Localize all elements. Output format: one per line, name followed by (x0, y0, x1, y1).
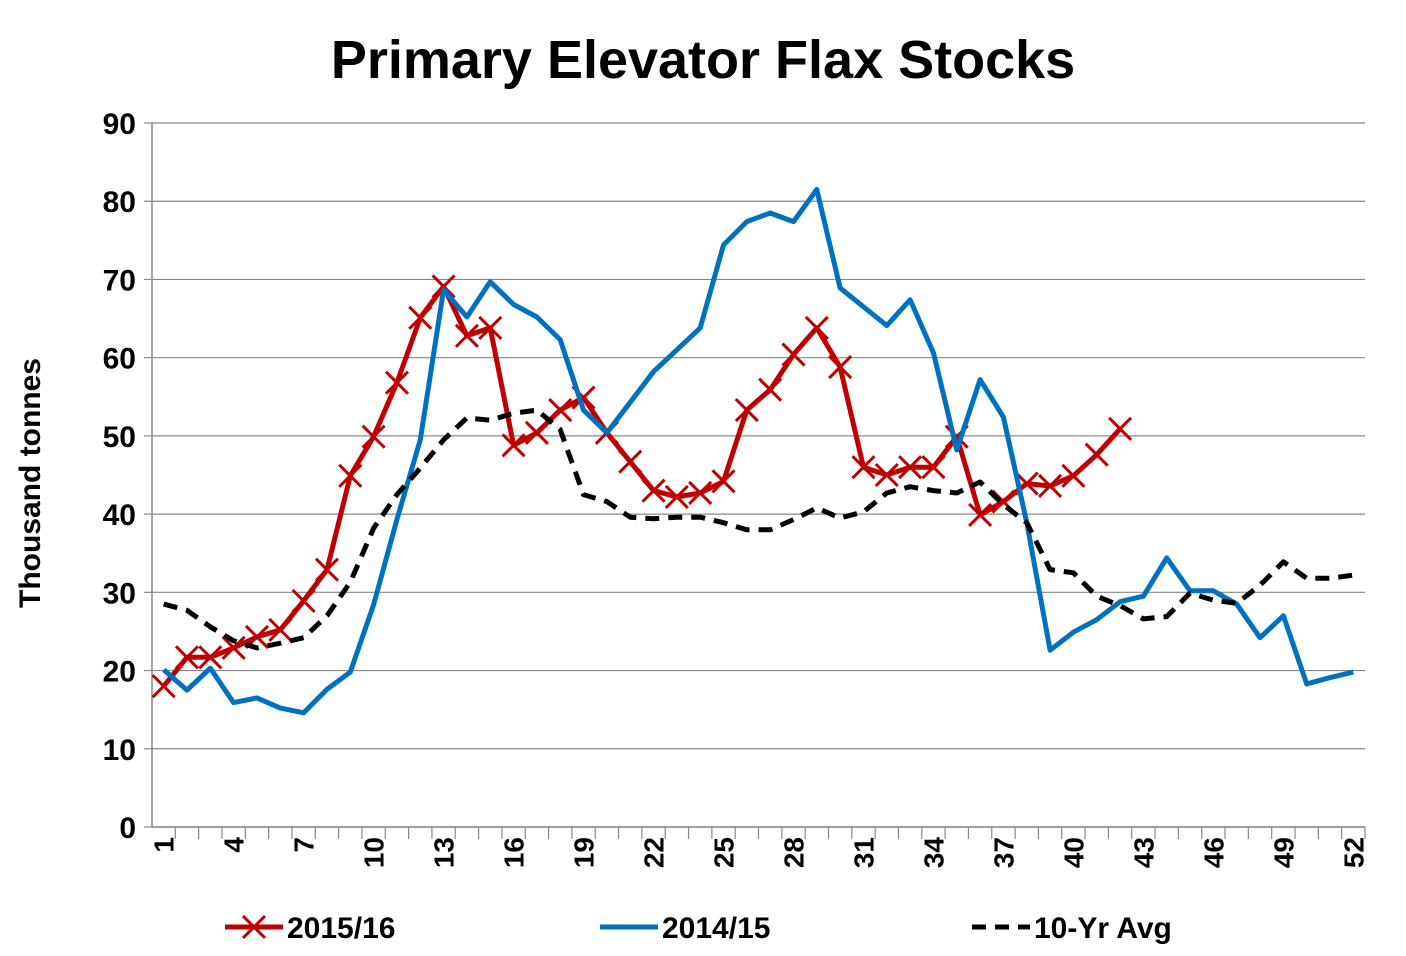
x-tick-label: 1 (149, 837, 180, 853)
point-marker (1084, 442, 1109, 467)
point-marker (548, 398, 573, 423)
y-tick-label: 50 (103, 421, 136, 454)
point-marker (734, 398, 759, 423)
point-marker (618, 449, 643, 474)
x-tick-label: 37 (988, 837, 1019, 868)
point-marker (874, 462, 899, 488)
chart-title: Primary Elevator Flax Stocks (331, 30, 1075, 90)
x-tick-label: 52 (1338, 837, 1369, 868)
x-tick-label: 10 (359, 837, 390, 868)
y-tick-label: 10 (103, 734, 136, 767)
y-tick-label: 90 (103, 108, 136, 141)
y-tick-label: 80 (103, 186, 136, 219)
point-marker (501, 433, 526, 458)
x-tick-label: 46 (1198, 837, 1229, 868)
y-tick-label: 30 (103, 577, 136, 610)
point-marker (221, 635, 246, 660)
point-marker (781, 342, 806, 367)
point-marker (898, 455, 923, 480)
point-marker (431, 274, 456, 299)
point-marker (198, 645, 223, 670)
point-marker (524, 420, 549, 445)
point-marker (688, 480, 713, 506)
point-marker (454, 323, 479, 348)
x-tick-label: 49 (1268, 837, 1299, 868)
x-tick-label: 19 (569, 837, 600, 868)
x-tick-label: 43 (1128, 837, 1159, 868)
legend-label: 2015/16 (287, 912, 395, 945)
point-marker (1061, 463, 1086, 488)
x-tick-label: 7 (289, 837, 320, 853)
point-marker (1038, 473, 1063, 499)
point-marker (314, 557, 340, 582)
point-marker (291, 588, 316, 613)
series-line (162, 187, 1354, 716)
y-tick-label: 0 (119, 812, 136, 845)
x-tick-label: 31 (848, 837, 879, 868)
point-marker (338, 463, 363, 488)
x-tick-label: 22 (639, 837, 670, 868)
series (163, 407, 1354, 651)
point-marker (758, 377, 783, 402)
y-axis-label: Thousand tonnes (14, 358, 47, 608)
y-tick-label: 70 (103, 264, 136, 297)
point-marker (241, 914, 267, 940)
x-tick-label: 25 (709, 837, 740, 868)
legend-label: 10-Yr Avg (1034, 912, 1172, 945)
x-tick-label: 4 (219, 837, 250, 853)
x-tick-label: 34 (918, 837, 949, 869)
point-marker (408, 305, 433, 330)
point-marker (361, 424, 386, 449)
y-tick-label: 60 (103, 343, 136, 376)
series-line (163, 407, 1354, 651)
point-marker (268, 617, 293, 642)
point-marker (664, 484, 689, 509)
x-tick-label: 13 (429, 837, 460, 868)
point-marker (174, 645, 200, 670)
point-marker (711, 469, 736, 494)
point-marker (968, 502, 993, 527)
point-marker (804, 315, 829, 341)
point-marker (921, 455, 946, 480)
point-marker (384, 370, 409, 395)
point-marker (478, 315, 503, 341)
legend-label: 2014/15 (662, 912, 770, 945)
series (151, 274, 1133, 699)
x-tick-label: 40 (1058, 837, 1089, 868)
point-marker (851, 455, 876, 480)
x-tick-label: 28 (778, 837, 809, 868)
y-tick-label: 20 (103, 656, 136, 689)
series (162, 187, 1354, 716)
y-tick-label: 40 (103, 499, 136, 532)
point-marker (828, 354, 853, 380)
point-marker (1108, 416, 1133, 441)
x-tick-label: 16 (499, 837, 530, 868)
point-marker (641, 478, 666, 503)
